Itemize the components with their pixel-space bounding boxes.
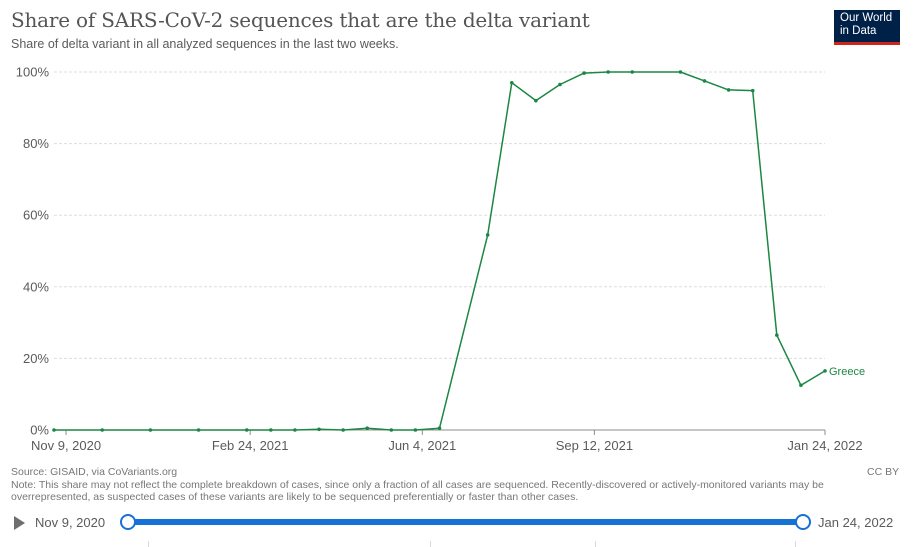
data-point — [606, 70, 610, 74]
timeline-end-label: Jan 24, 2022 — [818, 515, 894, 530]
y-tick-label: 80% — [23, 136, 49, 151]
series-label-greece: Greece — [829, 366, 865, 378]
bottom-divider — [0, 541, 917, 547]
data-point — [558, 82, 562, 87]
data-point — [582, 71, 586, 75]
data-point — [702, 79, 707, 83]
y-tick-label: 20% — [23, 351, 49, 366]
logo-line-1: Our World — [840, 12, 893, 24]
timeline-end-handle[interactable] — [795, 514, 811, 530]
line-chart: 0% 20% 40% 60% 80% 100% Nov 9, 2020 Feb 24, 20… — [16, 65, 865, 454]
data-point — [678, 70, 683, 74]
y-tick-label: 100% — [16, 65, 50, 80]
data-point — [341, 428, 345, 432]
data-point — [799, 383, 803, 388]
data-point — [413, 428, 418, 432]
data-point — [437, 426, 442, 431]
data-point — [630, 70, 635, 74]
y-tick-label: 0% — [30, 423, 49, 438]
data-point — [317, 427, 321, 432]
timeline-start-label: Nov 9, 2020 — [35, 515, 106, 530]
logo-line-2: in Data — [840, 25, 877, 37]
x-tick-label: Nov 9, 2020 — [31, 438, 101, 453]
chart-footer: Source: GISAID, via CoVariants.org Note:… — [11, 466, 881, 504]
note-text: Note: This share may not reflect the com… — [11, 478, 824, 504]
series-line-greece — [54, 71, 826, 431]
timeline: Nov 9, 2020 Jan 24, 2022 — [0, 508, 917, 538]
x-tick-label: Sep 12, 2021 — [556, 438, 633, 453]
owid-logo[interactable]: Our World in Data — [834, 10, 900, 45]
data-point — [148, 428, 153, 432]
play-icon[interactable] — [14, 516, 25, 530]
data-point — [196, 428, 201, 432]
data-point — [509, 80, 514, 85]
data-point — [100, 428, 104, 432]
data-point — [269, 428, 273, 432]
data-point — [389, 428, 394, 432]
chart-title: Share of SARS-CoV-2 sequences that are t… — [11, 8, 590, 32]
data-point — [365, 426, 370, 431]
data-point — [52, 428, 56, 432]
timeline-track[interactable] — [127, 519, 802, 525]
data-point — [726, 88, 731, 92]
data-point — [750, 88, 755, 93]
y-tick-label: 60% — [23, 208, 49, 223]
y-tick-label: 40% — [23, 279, 49, 294]
data-point — [293, 428, 297, 432]
data-point — [775, 333, 779, 337]
data-point — [534, 98, 538, 103]
source-text: Source: GISAID, via CoVariants.org — [11, 466, 178, 478]
x-tick-label: Jun 4, 2021 — [388, 438, 456, 453]
x-tick-label: Feb 24, 2021 — [212, 438, 289, 453]
x-tick-label: Jan 24, 2022 — [787, 438, 862, 453]
data-point — [485, 233, 490, 237]
license-link[interactable]: CC BY — [867, 466, 900, 478]
timeline-start-handle[interactable] — [120, 514, 136, 530]
chart-subtitle: Share of delta variant in all analyzed s… — [11, 37, 399, 51]
data-point — [823, 369, 827, 373]
data-point — [244, 428, 249, 432]
